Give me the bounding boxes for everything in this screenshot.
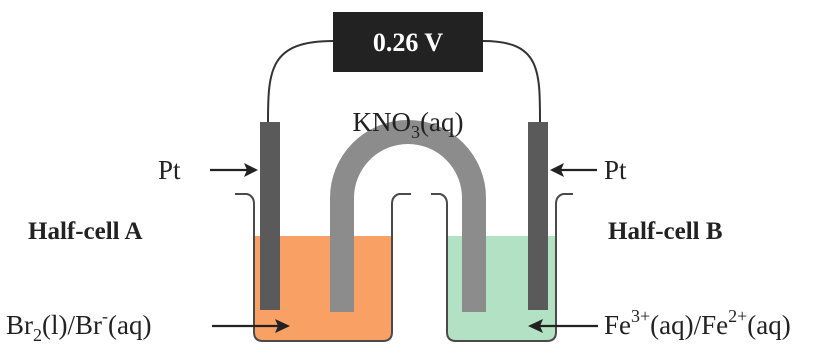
salt-bridge-formula-sub: 3 (411, 122, 420, 142)
salt-bridge-formula-main: KNO (353, 107, 412, 137)
salt-bridge (330, 120, 486, 312)
left-pt-electrode (260, 122, 280, 310)
voltmeter: 0.26 V (333, 12, 483, 72)
right-wire (482, 40, 541, 123)
half-cell-a-species: Br2(l)/Br-(aq) (6, 306, 151, 345)
left-electrode-arrow (210, 163, 258, 177)
half-cell-b-species: Fe3+(aq)/Fe2+(aq) (604, 306, 791, 340)
left-electrode-label: Pt (158, 155, 181, 185)
voltmeter-display (333, 12, 483, 72)
half-cell-b-species-arrow (528, 319, 598, 333)
salt-bridge-formula-tail: (aq) (420, 107, 463, 137)
right-electrode-arrow (550, 163, 597, 177)
right-pt-electrode (528, 122, 548, 310)
half-cell-a-beaker (235, 193, 411, 342)
left-wire (267, 40, 334, 123)
voltmeter-reading: 0.26 V (373, 28, 444, 57)
half-cell-a-solution (254, 236, 392, 341)
right-electrode-label: Pt (604, 155, 627, 185)
salt-bridge-label: KNO3(aq) (353, 107, 464, 142)
half-cell-a-species-arrow (212, 319, 290, 333)
half-cell-b-beaker (431, 193, 573, 342)
half-cell-b-title: Half-cell B (608, 218, 723, 245)
half-cell-a-title: Half-cell A (28, 218, 143, 245)
